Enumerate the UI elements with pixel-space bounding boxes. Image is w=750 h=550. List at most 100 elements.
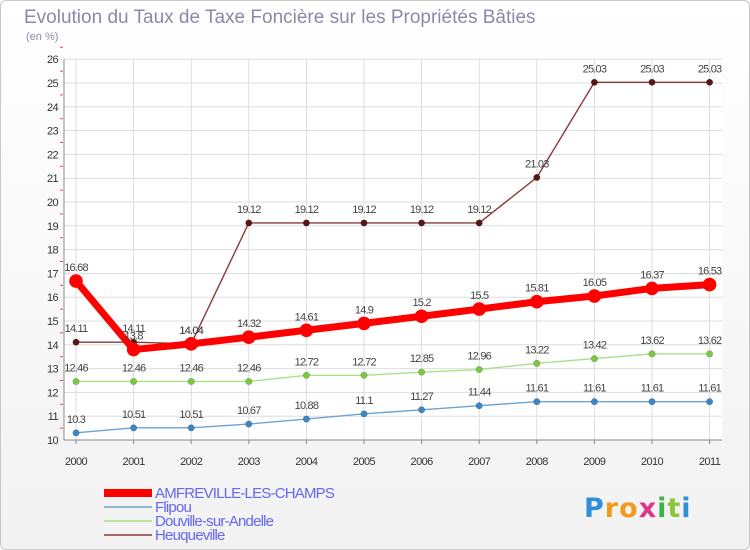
- data-label: 12.96: [467, 351, 491, 363]
- data-label: 12.72: [295, 356, 319, 368]
- series-point: [187, 424, 195, 432]
- data-label: 11.61: [641, 383, 664, 395]
- series-point: [706, 398, 714, 406]
- data-label: 19.12: [295, 204, 319, 216]
- data-label: 11.61: [698, 383, 721, 395]
- series-line: [72, 277, 714, 354]
- data-label: 14.04: [179, 325, 203, 337]
- y-tick-label: 17: [47, 268, 59, 280]
- data-label: 19.12: [467, 204, 491, 216]
- series-point: [590, 355, 598, 363]
- y-tick-label: 20: [47, 197, 59, 209]
- series-point: [72, 338, 80, 346]
- series-point: [533, 173, 541, 181]
- data-label: 15.2: [412, 297, 431, 309]
- y-tick-label: 16: [47, 292, 59, 304]
- series-point: [648, 398, 656, 406]
- data-label: 11.1: [355, 395, 373, 407]
- logo-text: Proxiti: [584, 493, 692, 524]
- series-point: [529, 294, 544, 309]
- series-point: [299, 323, 314, 338]
- data-label: 12.46: [179, 362, 203, 374]
- data-label: 25.03: [640, 63, 664, 75]
- data-label: 12.85: [410, 353, 434, 365]
- y-tick-label: 22: [47, 149, 59, 161]
- x-tick-label: 2010: [641, 456, 664, 468]
- series-point: [360, 371, 368, 379]
- legend-label: Heuqueville: [155, 527, 225, 544]
- data-label: 14.9: [355, 304, 374, 316]
- chart-subtitle: (en %): [26, 31, 58, 43]
- series-point: [414, 309, 429, 324]
- series-lines: [69, 78, 717, 437]
- series-point: [472, 302, 487, 316]
- x-tick-label: 2002: [180, 456, 203, 468]
- series-point: [245, 420, 253, 428]
- series-point: [357, 316, 371, 331]
- y-tick-label: 11: [48, 411, 59, 423]
- data-label: 14.04: [179, 325, 203, 337]
- series-point: [648, 78, 656, 86]
- x-tick-label: 2011: [699, 456, 721, 468]
- series-point: [302, 415, 310, 423]
- series-point: [590, 398, 598, 406]
- data-label: 10.67: [237, 405, 261, 417]
- series-point: [418, 368, 426, 376]
- legend-label: Douville-sur-Andelle: [155, 513, 274, 530]
- data-label: 25.03: [583, 63, 607, 75]
- series-point: [126, 342, 141, 357]
- series-point: [130, 424, 138, 432]
- data-label: 16.53: [698, 266, 722, 278]
- series-point: [302, 219, 310, 227]
- data-label: 19.12: [352, 204, 376, 216]
- data-label: 13.62: [640, 335, 664, 347]
- data-label: 10.51: [179, 409, 203, 421]
- data-label: 13.8: [124, 331, 143, 343]
- y-tick-label: 23: [47, 126, 59, 138]
- series-point: [72, 429, 80, 437]
- series-point: [702, 277, 717, 292]
- y-tick-label: 24: [47, 102, 59, 114]
- y-tick-label: 10: [47, 435, 59, 447]
- data-label: 19.12: [237, 204, 261, 216]
- x-tick-label: 2008: [526, 456, 549, 468]
- x-tick-label: 2001: [123, 456, 146, 468]
- series-line: [75, 353, 711, 383]
- data-label: 14.11: [122, 323, 145, 335]
- data-label: 15.81: [525, 283, 549, 295]
- data-label: 13.42: [583, 340, 607, 352]
- x-tick-label: 2005: [353, 456, 376, 468]
- series-point: [302, 371, 310, 379]
- data-label: 16.37: [640, 269, 664, 281]
- series-point: [587, 289, 602, 303]
- data-label: 10.51: [122, 409, 146, 421]
- series-point: [360, 219, 368, 227]
- legend: AMFREVILLE-LES-CHAMPSFlipouDouville-sur-…: [104, 485, 336, 544]
- data-label: 19.12: [410, 204, 434, 216]
- data-label: 10.3: [67, 414, 86, 426]
- x-tick-label: 2000: [65, 456, 88, 468]
- series-point: [706, 350, 714, 358]
- axes: 10 11 12 13 14 15 16 17 18 19 20 21 22 23 24 25 26 2000 20…: [47, 46, 722, 468]
- data-label: 11.44: [468, 387, 491, 399]
- y-tick-label: 18: [47, 245, 59, 257]
- legend-label: AMFREVILLE-LES-CHAMPS: [155, 485, 335, 502]
- proxiti-logo: Proxiti: [584, 493, 692, 524]
- y-tick-label: 15: [47, 316, 59, 328]
- data-label: 11.27: [410, 391, 433, 403]
- series-point: [590, 78, 598, 86]
- series-point: [475, 219, 483, 227]
- data-labels: 14.11 14.11 14.04 19.12 19.12 19.12 19.12 19.12…: [64, 63, 723, 426]
- data-label: 10.88: [295, 400, 319, 412]
- series-point: [475, 402, 483, 410]
- data-label: 11.61: [583, 383, 606, 395]
- y-tick-label: 25: [47, 78, 59, 90]
- grid-lines: [64, 58, 722, 441]
- series-point: [418, 406, 426, 414]
- data-label: 11.61: [525, 383, 548, 395]
- series-point: [360, 410, 368, 418]
- chart-title: Evolution du Taux de Taxe Foncière sur l…: [24, 7, 536, 28]
- data-label: 25.03: [698, 63, 722, 75]
- series-point: [242, 330, 256, 344]
